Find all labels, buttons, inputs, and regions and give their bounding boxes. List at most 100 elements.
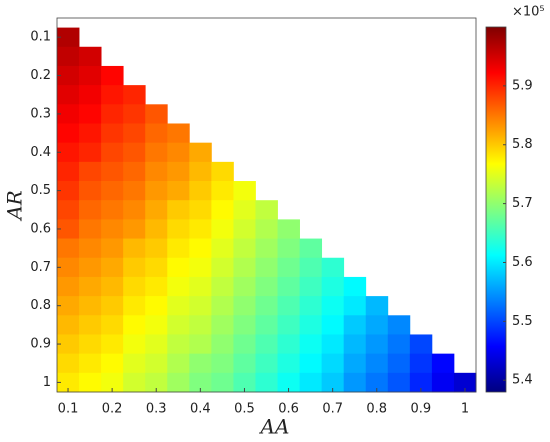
heatmap-cell <box>211 334 234 355</box>
heatmap-cell <box>145 238 168 259</box>
heatmap-cell <box>101 257 124 278</box>
heatmap-cell <box>57 296 80 316</box>
heatmap-cell <box>167 353 190 374</box>
heatmap-cell <box>57 104 80 124</box>
heatmap-cell <box>277 334 300 355</box>
y-tick-label: 0.7 <box>30 260 51 275</box>
heatmap-cell <box>409 353 433 374</box>
heatmap-cell <box>79 219 102 239</box>
heatmap-cell <box>101 181 124 201</box>
heatmap-cell <box>123 200 146 220</box>
heatmap-cell <box>57 372 80 393</box>
heatmap-cell <box>57 27 80 48</box>
heatmap-cell <box>167 161 190 182</box>
x-tick-label: 0.7 <box>322 402 343 417</box>
heatmap-cell <box>79 334 102 355</box>
heatmap-cell <box>211 296 234 316</box>
heatmap-cell <box>189 142 212 163</box>
heatmap-cell <box>299 334 323 355</box>
x-axis-title: AA <box>259 415 290 439</box>
heatmap-cell <box>145 372 168 393</box>
heatmap-cell <box>321 257 345 278</box>
colorbar <box>485 26 507 393</box>
heatmap-cell <box>145 334 168 355</box>
heatmap-cell <box>233 353 256 374</box>
x-tick-label: 0.2 <box>102 402 123 417</box>
heatmap-cell <box>299 372 323 393</box>
heatmap-cell <box>233 257 256 278</box>
x-tick-label: 0.6 <box>278 402 299 417</box>
heatmap-cell <box>57 123 80 144</box>
heatmap-cell <box>79 296 102 316</box>
heatmap-cell <box>167 238 190 259</box>
heatmap-cell <box>145 123 168 144</box>
y-tick-label: 0.4 <box>30 145 51 160</box>
x-tick-label: 0.3 <box>146 402 167 417</box>
heatmap-cell <box>101 161 124 182</box>
heatmap-cell <box>57 219 80 239</box>
heatmap-cell <box>189 296 212 316</box>
heatmap-cell <box>145 200 168 220</box>
heatmap-cell <box>211 200 234 220</box>
heatmap-cell <box>343 276 367 297</box>
heatmap-cell <box>167 315 190 335</box>
x-tick-label: 0.1 <box>58 402 79 417</box>
x-tick-label: 1 <box>461 402 469 417</box>
heatmap-cell <box>431 353 455 374</box>
x-tick-label: 0.5 <box>234 402 255 417</box>
heatmap-cell <box>123 123 146 144</box>
heatmap-cell <box>79 85 102 105</box>
heatmap-cell <box>321 315 345 335</box>
heatmap-cell <box>277 257 300 278</box>
heatmap-cell <box>321 296 345 316</box>
heatmap-cell <box>167 142 190 163</box>
heatmap-cell <box>167 181 190 201</box>
heatmap-cell <box>101 104 124 124</box>
heatmap-cell <box>145 219 168 239</box>
heatmap-cell <box>233 296 256 316</box>
heatmap-cell <box>145 296 168 316</box>
y-tick-label: 1 <box>43 375 51 390</box>
y-axis-title: AR <box>3 190 27 222</box>
heatmap-cell <box>365 353 389 374</box>
heatmap-cell <box>189 200 212 220</box>
heatmap-cell <box>79 46 102 67</box>
colorbar-tick-label: 5.9 <box>512 78 533 93</box>
heatmap-cell <box>57 238 80 259</box>
heatmap-cell <box>101 276 124 297</box>
heatmap-cell <box>431 372 455 393</box>
y-tick-label: 0.1 <box>30 30 51 45</box>
heatmap-cell <box>79 104 102 124</box>
heatmap-cell <box>101 238 124 259</box>
heatmap-cell <box>101 200 124 220</box>
heatmap-cell <box>167 372 190 393</box>
heatmap-cell <box>101 65 124 86</box>
heatmap-cell <box>211 161 234 182</box>
heatmap-cell <box>101 85 124 105</box>
y-tick-label: 0.5 <box>30 183 51 198</box>
heatmap-cell <box>145 104 168 124</box>
heatmap-cell <box>211 353 234 374</box>
heatmap-cell <box>277 276 300 297</box>
heatmap-cell <box>387 372 411 393</box>
heatmap-cell <box>255 219 278 239</box>
heatmap-cell <box>145 257 168 278</box>
heatmap-cell <box>101 334 124 355</box>
heatmap-cell <box>167 219 190 239</box>
heatmap-cell <box>123 85 146 105</box>
heatmap-cell <box>167 334 190 355</box>
heatmap-cell <box>123 238 146 259</box>
heatmap-cell <box>57 200 80 220</box>
y-tick-label: 0.9 <box>30 337 51 352</box>
heatmap-cell <box>189 238 212 259</box>
x-tick-label: 0.9 <box>411 402 432 417</box>
heatmap-cell <box>211 181 234 201</box>
heatmap-cell <box>145 276 168 297</box>
heatmap-cell <box>101 219 124 239</box>
heatmap-cell <box>57 142 80 163</box>
heatmap-cell <box>211 257 234 278</box>
heatmap-cell <box>145 142 168 163</box>
heatmap-cell <box>123 219 146 239</box>
